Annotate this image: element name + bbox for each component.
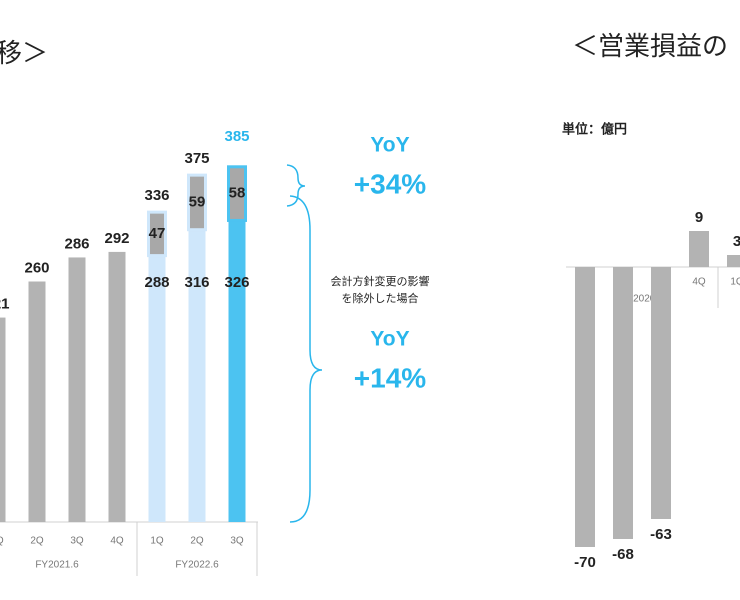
unit-label: 単位：億円 (562, 121, 627, 136)
x-tick-label: 4Q (110, 536, 124, 547)
brace (289, 195, 323, 523)
annotation: を除外した場合 (342, 291, 419, 305)
annotation: +34% (354, 168, 426, 199)
x-tick-label: 4Q (692, 277, 706, 288)
bar (68, 257, 86, 522)
value-label: 59 (189, 193, 206, 210)
bar (108, 251, 126, 522)
bar (727, 255, 740, 267)
bar (227, 165, 247, 222)
bar (0, 317, 6, 522)
bar (689, 231, 709, 267)
group-label: FY2020.6 (620, 294, 664, 305)
left-title: 移＞ (0, 38, 48, 68)
group-label: FY2021.6 (35, 560, 79, 571)
value-label: 316 (184, 274, 209, 291)
value-label: 288 (144, 274, 169, 291)
value-label: 286 (64, 235, 89, 252)
bar (148, 255, 166, 522)
x-tick-label: 1Q (730, 277, 740, 288)
value-label: 292 (104, 230, 129, 247)
bar (187, 173, 207, 232)
bar (147, 210, 167, 258)
value-label: -68 (612, 546, 634, 563)
annotation: YoY (370, 328, 409, 351)
brace (286, 164, 306, 207)
bar (651, 267, 671, 519)
total-label: 385 (224, 128, 249, 145)
x-tick-label: 2Q (30, 536, 44, 547)
x-tick-label: 1Q (150, 536, 164, 547)
bar (28, 281, 46, 522)
x-tick-label: 3Q (230, 536, 244, 547)
bar (575, 267, 595, 547)
bar (613, 267, 633, 539)
value-label: 58 (229, 185, 246, 202)
total-label: 336 (144, 187, 169, 204)
value-label: 221 (0, 296, 10, 313)
right-title: ＜営業損益の (572, 31, 728, 61)
value-label: 326 (224, 274, 249, 291)
value-label: 3 (733, 233, 740, 250)
value-label: -63 (650, 526, 672, 543)
x-tick-label: 1Q (0, 536, 4, 547)
annotation: 会計方針変更の影響 (331, 274, 430, 288)
value-label: 9 (695, 209, 703, 226)
value-label: 47 (149, 225, 166, 242)
x-tick-label: 2Q (190, 536, 204, 547)
bar (188, 229, 206, 522)
total-label: 375 (184, 150, 209, 167)
annotation: YoY (370, 134, 409, 157)
value-label: 260 (24, 259, 49, 276)
annotation: +14% (354, 362, 426, 393)
group-label: FY2022.6 (175, 560, 219, 571)
x-tick-label: 3Q (70, 536, 84, 547)
value-label: -70 (574, 554, 596, 571)
bar (228, 220, 246, 522)
